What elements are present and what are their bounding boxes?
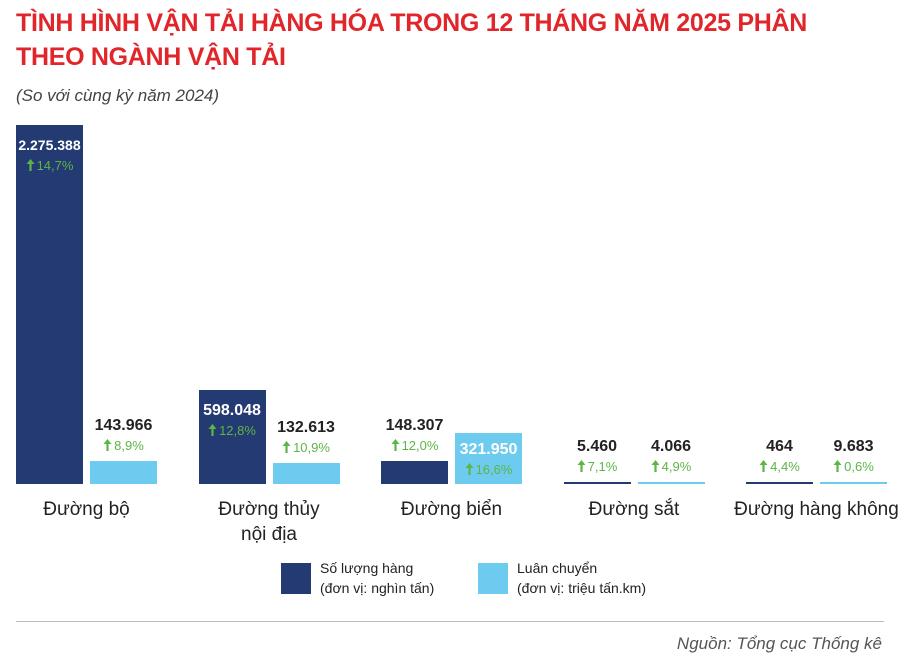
bar — [90, 461, 157, 484]
growth-arrow — [282, 441, 291, 454]
growth-value: 12,0% — [401, 437, 439, 453]
growth-arrow — [103, 439, 112, 452]
growth-label: 4,4% — [725, 459, 835, 474]
growth-label: 14,7% — [0, 158, 105, 173]
bar — [637, 482, 705, 484]
growth-value: 10,9% — [293, 440, 330, 456]
chart-title: TÌNH HÌNH VẬN TẢI HÀNG HÓA TRONG 12 THÁN… — [16, 9, 807, 71]
growth-arrow — [577, 460, 586, 472]
growth-label: 7,1% — [542, 459, 652, 474]
value-label: 148.307 — [385, 416, 444, 434]
growth-value: 4,4% — [770, 459, 800, 474]
growth-label: 10,9% — [251, 440, 361, 455]
growth-value: 0,6% — [844, 459, 874, 474]
bar — [198, 389, 266, 484]
growth-label: 12,0% — [360, 438, 470, 453]
value-label: 464 — [766, 438, 793, 455]
growth-arrow — [391, 438, 400, 451]
bar — [820, 482, 887, 484]
growth-label: 8,9% — [69, 438, 179, 453]
value-label: 143.966 — [94, 417, 153, 435]
growth-value: 16,6% — [475, 461, 513, 477]
legend-unit: (đơn vị: triệu tấn.km) — [517, 580, 646, 596]
value-label: 2.275.388 — [18, 137, 81, 153]
chart-subtitle: (So với cùng kỳ năm 2024) — [16, 86, 220, 105]
growth-label: 16,6% — [434, 462, 544, 477]
growth-arrow — [833, 460, 842, 472]
growth-value: 4,9% — [661, 459, 692, 474]
growth-arrow — [651, 460, 660, 472]
growth-value: 8,9% — [114, 438, 144, 454]
legend-name: Luân chuyển — [517, 560, 598, 576]
legend-name: Số lượng hàng — [320, 560, 414, 576]
growth-value: 14,7% — [36, 158, 74, 173]
bar — [381, 460, 448, 484]
growth-label: 4,9% — [616, 459, 726, 474]
value-label: 4.066 — [650, 438, 692, 455]
growth-label: 0,6% — [799, 459, 900, 474]
growth-arrow — [465, 462, 474, 475]
value-label: 5.460 — [576, 438, 618, 455]
bar — [272, 463, 340, 484]
growth-arrow — [759, 460, 768, 472]
bar — [746, 482, 813, 484]
source: Nguồn: Tổng cục Thống kê — [676, 634, 882, 653]
growth-label: 12,8% — [177, 423, 287, 438]
legend-swatch — [281, 563, 311, 594]
category-label: Đường hàng không — [734, 499, 899, 520]
growth-value: 12,8% — [219, 422, 256, 438]
divider — [16, 621, 884, 622]
legend-unit: (đơn vị: nghìn tấn) — [320, 580, 435, 596]
value-label: 321.950 — [459, 440, 518, 458]
category-label: Đường thủy nội địa — [218, 499, 320, 545]
category-label: Đường biển — [400, 499, 503, 520]
bar — [16, 125, 83, 484]
value-label: 132.613 — [277, 419, 335, 437]
growth-arrow — [208, 423, 217, 436]
value-label: 598.048 — [203, 401, 261, 419]
growth-arrow — [26, 159, 35, 171]
legend-swatch — [478, 563, 508, 594]
category-label: Đường sắt — [588, 499, 680, 520]
growth-value: 7,1% — [587, 459, 618, 474]
category-label: Đường bộ — [43, 499, 130, 520]
value-label: 9.683 — [833, 438, 874, 455]
bar — [563, 482, 631, 484]
bar — [455, 433, 522, 484]
